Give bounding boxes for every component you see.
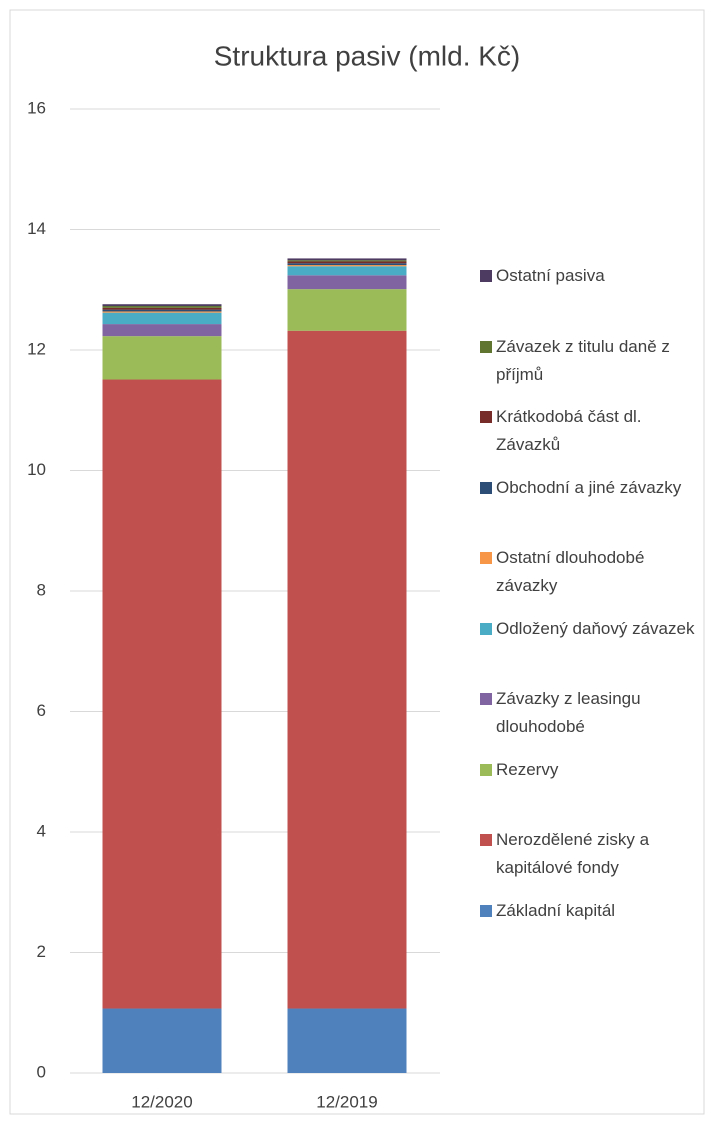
legend-swatch (480, 763, 492, 776)
bar-segment (102, 306, 222, 308)
legend-label: Krátkodobá část dl. Závazků (496, 407, 642, 454)
legend-label: Rezervy (496, 759, 559, 779)
bar-segment (287, 261, 407, 264)
legend-item: Závazky z leasingu dlouhodobé (480, 685, 705, 741)
y-tick-label: 10 (27, 460, 46, 479)
legend-item: Ostatní dlouhodobé závazky (480, 544, 705, 600)
legend-label: Základní kapitál (496, 900, 616, 920)
bar-segment (287, 275, 407, 290)
y-tick-label: 0 (37, 1062, 46, 1081)
legend-swatch (480, 622, 492, 635)
bar-segment (102, 312, 222, 325)
bar-segment (287, 260, 407, 262)
bar-segment (287, 266, 407, 276)
y-tick-label: 6 (37, 701, 46, 720)
legend-swatch (480, 270, 492, 282)
chart-title: Struktura pasiv (mld. Kč) (214, 40, 521, 71)
bar-segment (102, 311, 222, 313)
legend-item: Základní kapitál (480, 897, 705, 925)
legend-item: Ostatní pasiva (480, 262, 705, 290)
legend-label: Ostatní dlouhodobé závazky (496, 548, 645, 595)
y-tick-label: 2 (37, 942, 46, 961)
y-tick-label: 4 (37, 821, 46, 840)
legend-label: Odložený daňový závazek (496, 618, 695, 638)
legend-item: Obchodní a jiné závazky (480, 474, 705, 502)
legend-label: Závazek z titulu daně z příjmů (496, 336, 670, 384)
y-tick-label: 8 (37, 580, 46, 599)
legend-item: Rezervy (480, 756, 705, 784)
legend-label: Obchodní a jiné závazky (496, 477, 682, 497)
legend-item: Závazek z titulu daně z příjmů (480, 333, 705, 389)
bar-segment (102, 324, 222, 337)
legend-swatch (480, 411, 492, 423)
bar-segment (287, 330, 407, 1009)
bar-segment (102, 379, 222, 1009)
legend-item: Nerozdělené zisky a kapitálové fondy (480, 826, 705, 882)
legend-swatch (480, 481, 492, 494)
bar-segment (102, 307, 222, 310)
y-tick-label: 16 (27, 98, 46, 117)
legend-swatch (480, 340, 492, 353)
legend-swatch (480, 693, 492, 705)
legend-swatch (480, 904, 492, 917)
bar-segment (287, 289, 407, 331)
y-tick-label: 12 (27, 339, 46, 358)
bar-segment (102, 304, 222, 307)
legend-label: Závazky z leasingu dlouhodobé (496, 689, 641, 736)
legend-item: Odložený daňový závazek (480, 615, 705, 643)
legend-swatch (480, 552, 492, 564)
y-tick-label: 14 (27, 219, 46, 238)
x-tick-label: 12/2019 (316, 1092, 377, 1111)
legend-item: Krátkodobá část dl. Závazků (480, 403, 705, 459)
bar-segment (287, 263, 407, 266)
legend-label: Ostatní pasiva (496, 266, 605, 285)
bar-segment (102, 336, 222, 380)
legend-swatch (480, 834, 492, 846)
bar-segment (287, 258, 407, 261)
bar-segment (102, 309, 222, 312)
x-tick-label: 12/2020 (131, 1092, 192, 1111)
bar-segment (102, 1008, 222, 1073)
bar-segment (287, 265, 407, 267)
bar-segment (287, 1008, 407, 1073)
legend-label: Nerozdělené zisky a kapitálové fondy (496, 830, 650, 877)
